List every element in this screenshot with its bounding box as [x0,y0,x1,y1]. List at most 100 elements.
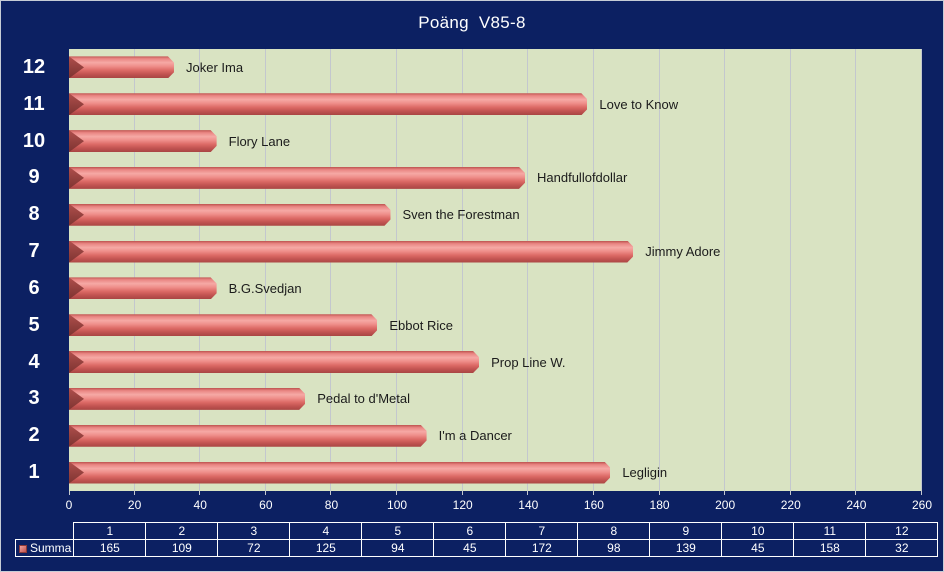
data-table-category-cell: 6 [433,522,507,540]
bar [69,241,633,263]
value-axis: 0 20 40 60 80 100 120 140 160 180 200 220 240 260 [65,491,932,521]
bar [69,130,217,152]
data-table-value-cell: 45 [721,539,795,557]
data-table-category-cell: 9 [649,522,723,540]
bar [69,93,587,115]
bar-rows-container: Joker Ima Love to Know Flory Lane Handfullo… [69,49,922,491]
category-label: 3 [28,387,40,410]
gridline [789,49,791,491]
x-tick-label: 0 [65,498,73,512]
point-label: Jimmy Adore [645,244,721,260]
category-label: 4 [28,350,40,373]
x-tick-mark [396,491,398,495]
x-tick-mark [527,491,529,495]
data-table-value-cell: 125 [289,539,363,557]
gridline [527,49,529,491]
data-table-value-cell: 98 [577,539,651,557]
x-tick-label: 120 [452,498,473,512]
x-tick-mark [264,491,266,495]
gridline [921,49,922,491]
bar-row: Pedal to d'Metal [69,380,922,417]
data-table-category-cell: 5 [361,522,435,540]
data-table-value-cell: 109 [145,539,219,557]
category-label: 12 [22,55,46,78]
x-tick-label: 40 [193,498,207,512]
x-tick-label: 240 [846,498,867,512]
x-tick-mark [592,491,594,495]
category-label: 8 [28,203,40,226]
bar-row: Ebbot Rice [69,307,922,344]
bar [69,314,377,336]
x-tick-mark [658,491,660,495]
x-tick-mark [724,491,726,495]
category-axis: 12 11 10 9 8 7 6 5 4 3 2 1 [1,49,67,491]
data-table-category-cell: 10 [721,522,795,540]
x-tick-label: 160 [583,498,604,512]
bar [69,425,427,447]
data-table-value-cell: 32 [865,539,939,557]
data-table-value-cell: 139 [649,539,723,557]
category-label: 6 [28,276,40,299]
data-table-category-cell: 7 [505,522,579,540]
point-label: Handfullofdollar [537,170,628,186]
point-label: Flory Lane [228,133,291,149]
bar [69,351,479,373]
x-tick-mark [69,491,70,495]
category-label: 5 [28,313,40,336]
x-tick-label: 220 [780,498,801,512]
category-label: 1 [28,461,40,484]
data-table: 1 2 3 4 5 6 7 8 9 10 11 12 Summa 165 109 72 125 94 45 172 9… [14,522,939,557]
category-label: 10 [22,129,46,152]
x-tick-label: 60 [259,498,273,512]
legend-cell: Summa [14,539,75,557]
x-tick-label: 140 [518,498,539,512]
data-table-value-cell: 72 [217,539,291,557]
chart-title: Poäng V85-8 [418,13,526,32]
x-tick-label: 20 [127,498,142,512]
gridline [724,49,726,491]
gridline [133,49,135,491]
category-label: 11 [23,92,45,115]
bar [69,56,174,78]
bar [69,388,305,410]
point-label: Pedal to d'Metal [317,391,411,407]
point-label: Legligin [622,465,668,481]
category-label: 2 [28,424,40,447]
bar [69,277,217,299]
bar-row: B.G.Svedjan [69,270,922,307]
x-tick-mark [461,491,463,495]
bar [69,167,525,189]
x-tick-mark [921,491,922,495]
gridline [396,49,398,491]
bar-row: Legligin [69,454,922,491]
point-label: B.G.Svedjan [228,280,302,296]
bar [69,462,610,484]
x-tick-mark [199,491,201,495]
data-table-value-cell: 172 [505,539,579,557]
point-label: Prop Line W. [491,354,566,370]
bar [69,204,391,226]
data-table-category-cell: 1 [73,522,147,540]
point-label: Love to Know [599,96,679,112]
x-tick-label: 200 [715,498,736,512]
gridline [264,49,266,491]
bar-row: Handfullofdollar [69,159,922,196]
point-label: Sven the Forestman [402,207,520,223]
bar-row: Prop Line W. [69,344,922,381]
point-label: I'm a Dancer [438,428,512,444]
bar-row: I'm a Dancer [69,417,922,454]
x-tick-label: 180 [649,498,670,512]
data-table-category-cell: 3 [217,522,291,540]
gridline [461,49,463,491]
category-label: 7 [28,240,40,263]
data-table-value-cell: 165 [73,539,147,557]
data-table-value-cell: 94 [361,539,435,557]
series-swatch-icon [19,545,27,553]
x-tick-mark [789,491,791,495]
gridline [592,49,594,491]
gridline [855,49,857,491]
point-label: Ebbot Rice [389,317,453,333]
data-table-category-cell: 2 [145,522,219,540]
x-tick-label: 100 [387,498,408,512]
